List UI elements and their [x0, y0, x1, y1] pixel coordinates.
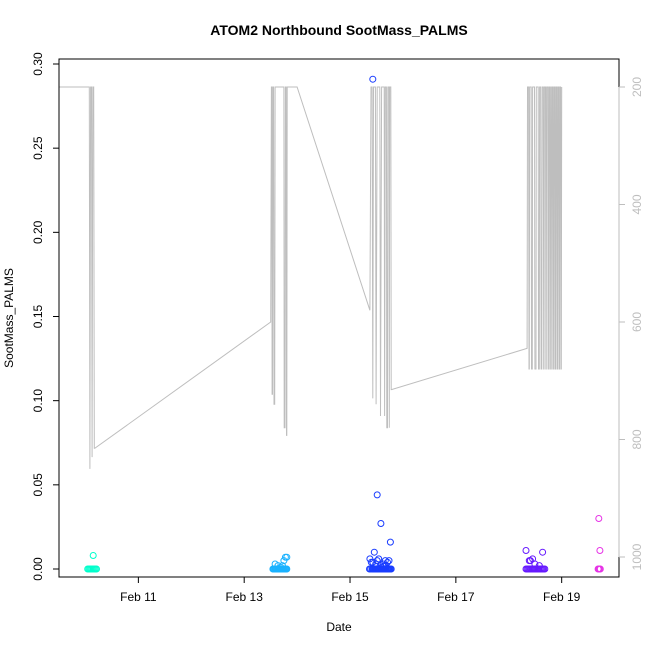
- y-tick-label: 0.00: [31, 557, 45, 581]
- data-point: [283, 553, 291, 561]
- data-point: [386, 538, 394, 546]
- x-tick-label: Feb 17: [437, 590, 475, 604]
- data-point: [522, 547, 530, 554]
- data-point: [89, 552, 97, 559]
- y2-tick-label: 600: [630, 312, 644, 332]
- y-axis: 0.00 0.05 0.10 0.15 0.20 0.25 0.30: [31, 52, 59, 581]
- y2-axis: 200 400 600 800 1000: [618, 77, 644, 570]
- data-point: [278, 562, 286, 570]
- y2-tick-label: 800: [630, 429, 644, 449]
- data-point: [366, 555, 374, 563]
- data-point: [93, 565, 100, 573]
- y2-series-line: [59, 86, 563, 469]
- data-point: [385, 557, 393, 565]
- y-tick-label: 0.10: [31, 389, 45, 413]
- y2-tick-label: 400: [630, 194, 644, 214]
- y-tick-label: 0.20: [31, 220, 45, 244]
- chart-title: ATOM2 Northbound SootMass_PALMS: [210, 22, 467, 38]
- data-point: [370, 548, 378, 556]
- data-point: [539, 548, 547, 556]
- data-point: [535, 562, 543, 570]
- y-axis-label: SootMass_PALMS: [2, 268, 16, 368]
- y-tick-label: 0.05: [31, 473, 45, 497]
- x-tick-label: Feb 19: [543, 590, 581, 604]
- y-tick-label: 0.25: [31, 136, 45, 160]
- data-point: [376, 562, 384, 570]
- data-point: [381, 557, 389, 565]
- data-point: [595, 515, 603, 522]
- data-point: [378, 563, 386, 571]
- data-point: [367, 558, 375, 566]
- data-point: [531, 560, 539, 568]
- data-point: [377, 520, 385, 527]
- data-point: [277, 563, 285, 571]
- data-point: [541, 565, 549, 573]
- y2-tick-label: 1000: [630, 543, 644, 570]
- data-point: [596, 547, 604, 554]
- data-point: [369, 75, 377, 83]
- x-axis-label: Date: [326, 620, 352, 634]
- x-axis: Feb 11 Feb 13 Feb 15 Feb 17 Feb 19: [120, 577, 581, 604]
- data-point: [375, 555, 383, 563]
- data-point: [596, 565, 604, 573]
- x-tick-label: Feb 11: [120, 590, 157, 604]
- x-tick-label: Feb 15: [331, 590, 369, 604]
- y2-tick-label: 200: [630, 77, 644, 97]
- data-point: [373, 491, 381, 499]
- y-tick-label: 0.30: [31, 52, 45, 76]
- data-point: [387, 565, 395, 573]
- data-point: [526, 557, 534, 565]
- y-tick-label: 0.15: [31, 304, 45, 328]
- x-tick-label: Feb 13: [226, 590, 264, 604]
- plot-area: [59, 75, 604, 573]
